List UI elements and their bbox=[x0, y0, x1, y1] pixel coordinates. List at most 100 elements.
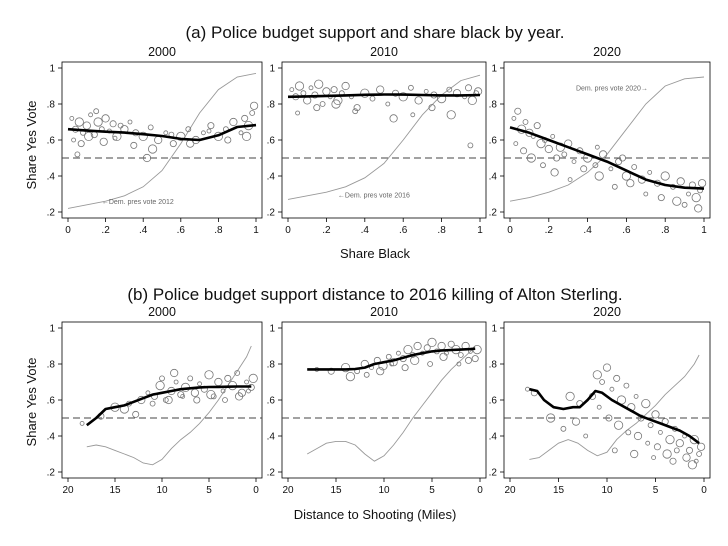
y-tick-label: 1 bbox=[269, 324, 275, 335]
y-tick-label: .6 bbox=[267, 396, 276, 407]
data-point bbox=[214, 377, 223, 387]
x-tick-label: .6 bbox=[177, 225, 186, 236]
data-point bbox=[197, 381, 203, 387]
data-point bbox=[414, 96, 423, 105]
fit-line bbox=[86, 385, 252, 427]
data-point bbox=[77, 140, 85, 148]
data-point bbox=[71, 137, 76, 143]
x-tick-label: 0 bbox=[285, 225, 291, 236]
data-point bbox=[611, 447, 618, 454]
fit-line bbox=[287, 93, 481, 99]
data-point bbox=[407, 84, 414, 91]
data-point bbox=[74, 151, 81, 158]
data-point bbox=[623, 382, 630, 389]
data-point bbox=[599, 379, 605, 385]
dem-vote-line bbox=[529, 354, 700, 460]
data-point bbox=[553, 154, 561, 162]
data-point bbox=[694, 204, 703, 213]
y-tick-label: .8 bbox=[47, 360, 56, 371]
data-point bbox=[446, 110, 456, 120]
panel-subtitle: 2020 bbox=[593, 305, 621, 319]
x-tick-label: 0 bbox=[701, 485, 707, 496]
data-point bbox=[602, 363, 612, 372]
data-point bbox=[676, 177, 685, 186]
y-tick-label: 1 bbox=[49, 64, 55, 75]
y-tick-label: .8 bbox=[489, 100, 498, 111]
data-point bbox=[561, 151, 568, 158]
data-point bbox=[651, 410, 660, 419]
data-point bbox=[464, 84, 472, 92]
x-tick-label: 1 bbox=[701, 225, 707, 236]
data-point bbox=[608, 166, 614, 172]
data-point bbox=[598, 150, 608, 159]
y-tick-label: .6 bbox=[47, 396, 56, 407]
panel-subtitle: 2010 bbox=[370, 45, 398, 59]
data-point bbox=[363, 371, 370, 378]
y-tick-label: .2 bbox=[267, 208, 276, 219]
data-point bbox=[550, 133, 556, 139]
y-tick-label: .8 bbox=[267, 360, 276, 371]
data-point bbox=[206, 389, 216, 400]
x-tick-label: 5 bbox=[653, 485, 659, 496]
x-tick-label: 1 bbox=[253, 225, 259, 236]
data-point bbox=[689, 434, 699, 445]
x-tick-label: .6 bbox=[399, 225, 408, 236]
dem-vote-annotation: ←Dem. pres vote 2012 bbox=[102, 199, 174, 206]
y-tick-label: .8 bbox=[489, 360, 498, 371]
panel-subtitle: 2000 bbox=[148, 45, 176, 59]
data-point bbox=[631, 164, 638, 170]
data-point bbox=[176, 131, 186, 141]
data-point bbox=[619, 154, 627, 162]
y-tick-label: .2 bbox=[489, 208, 498, 219]
y-tick-label: .8 bbox=[267, 100, 276, 111]
data-point bbox=[609, 386, 615, 392]
data-point bbox=[511, 116, 517, 121]
x-tick-label: .8 bbox=[437, 225, 446, 236]
data-point bbox=[613, 420, 624, 430]
data-point bbox=[244, 379, 250, 385]
y-tick-label: 1 bbox=[491, 64, 497, 75]
data-point bbox=[630, 449, 639, 459]
data-point bbox=[633, 431, 643, 441]
data-point bbox=[611, 183, 618, 190]
data-point bbox=[345, 371, 355, 382]
data-point bbox=[142, 153, 152, 163]
plot-frame bbox=[503, 321, 711, 479]
x-tick-label: 20 bbox=[504, 485, 516, 496]
y-tick-label: .2 bbox=[267, 468, 276, 479]
data-point bbox=[341, 81, 350, 91]
data-point bbox=[207, 122, 215, 130]
data-point bbox=[220, 388, 226, 394]
data-point bbox=[437, 341, 446, 351]
data-point bbox=[669, 457, 677, 465]
x-tick-label: .2 bbox=[101, 225, 110, 236]
data-point bbox=[457, 352, 464, 358]
dem-vote-annotation: Dem. pres vote 2020→ bbox=[576, 86, 648, 93]
data-point bbox=[385, 101, 391, 107]
data-point bbox=[697, 179, 707, 188]
data-point bbox=[653, 443, 661, 451]
panel-1-2: 2020 .2 .4 .6 .8 1 20 15 10 5 0 bbox=[489, 305, 711, 496]
data-point bbox=[423, 89, 429, 94]
data-point bbox=[235, 392, 244, 401]
y-tick-label: .2 bbox=[47, 468, 56, 479]
data-point bbox=[446, 86, 453, 93]
data-point bbox=[533, 122, 541, 130]
x-tick-label: 20 bbox=[282, 485, 294, 496]
fit-line bbox=[67, 123, 257, 142]
data-point bbox=[238, 130, 244, 136]
y-axis-label-b: Share Yes Vote bbox=[24, 358, 39, 447]
data-point bbox=[522, 119, 529, 125]
data-point bbox=[471, 355, 479, 363]
x-tick-label: .8 bbox=[661, 225, 670, 236]
data-point bbox=[583, 433, 589, 439]
x-tick-label: 20 bbox=[62, 485, 74, 496]
x-tick-label: .4 bbox=[583, 225, 592, 236]
panel-1-1: 2010 .2 .4 .6 .8 1 20 15 10 5 0 bbox=[267, 305, 487, 496]
x-tick-label: 10 bbox=[378, 485, 390, 496]
data-point bbox=[300, 90, 307, 97]
data-point bbox=[185, 126, 192, 133]
data-point bbox=[155, 380, 165, 391]
panel-0-0: 2000 .2 .4 .6 .8 1 0 .2 .4 .6 .8 1 ←Dem. pres vote 2… bbox=[47, 45, 263, 236]
y-tick-label: 1 bbox=[49, 324, 55, 335]
